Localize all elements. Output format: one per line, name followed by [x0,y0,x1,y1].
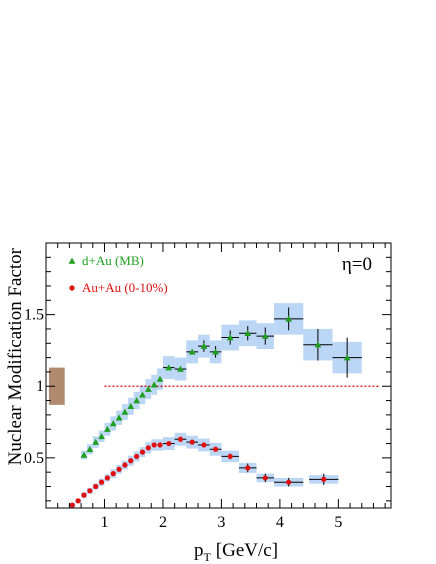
marker-s0-p9 [133,397,141,404]
marker-s0-p3 [98,432,105,440]
marker-s0-p0 [80,451,88,458]
marker-s0-p13 [156,375,164,382]
marker-s0-p18 [212,348,219,355]
x-tick-label-1: 2 [159,514,167,531]
y-tick-label-2: 1.5 [24,307,44,324]
marker-s1-p11 [134,453,140,460]
marker-s0-p19 [226,334,234,341]
x-tick-label-4: 5 [334,514,342,531]
marker-s1-p6 [104,475,110,481]
marker-s1-p10 [128,458,134,464]
marker-s1-p2 [81,492,87,498]
marker-s1-p21 [227,453,233,460]
data-markers [69,315,351,508]
normalization-box-group [48,367,65,405]
marker-s1-p20 [212,446,219,452]
marker-s0-p16 [188,348,196,355]
legend-marker-0 [68,257,76,264]
marker-s1-p0 [69,502,75,508]
marker-s0-p4 [103,425,111,432]
marker-s1-p22 [245,465,251,471]
marker-s1-p16 [166,440,172,447]
marker-s1-p25 [321,476,327,482]
plot-border [45,242,392,509]
marker-s0-p10 [139,391,146,398]
marker-s0-p20 [244,329,252,336]
y-axis-label: Nuclear Modification Factor [5,247,26,465]
marker-s0-p15 [177,365,184,372]
marker-s1-p3 [87,488,93,494]
marker-s0-p8 [127,402,135,410]
marker-s0-p1 [86,445,94,452]
marker-s1-p8 [116,466,122,472]
axis-ticks: 1 2 3 4 5 0.5 1 1.5 [24,243,391,531]
x-axis-label-p: p [194,540,204,561]
marker-s1-p4 [93,483,99,490]
marker-s0-p24 [343,354,351,361]
marker-s0-p6 [115,414,123,421]
marker-s0-p7 [121,408,129,415]
marker-s1-p9 [122,462,128,468]
normalization-box [48,367,65,405]
plot-frame [45,242,392,509]
x-axis-label: pT [GeV/c] [194,540,278,564]
marker-s1-p1 [75,498,81,504]
marker-s0-p23 [314,341,322,348]
legend-label-1: Au+Au (0-10%) [82,280,168,295]
marker-s1-p7 [110,471,116,477]
marker-s0-p11 [144,385,152,392]
marker-s1-p24 [286,479,292,485]
y-tick-label-1: 1 [36,378,44,395]
marker-s0-p2 [92,438,100,445]
marker-s0-p17 [200,342,208,349]
marker-s0-p14 [165,364,173,371]
legend-marker-1 [69,285,75,291]
marker-s1-p23 [262,475,268,481]
legend: d+Au (MB) Au+Au (0-10%) [68,253,168,295]
marker-s1-p19 [201,442,207,448]
marker-s0-p22 [285,315,293,322]
marker-s0-p5 [109,420,117,427]
marker-s0-p21 [261,332,269,339]
marker-s1-p14 [151,442,157,448]
marker-s1-p5 [98,479,105,485]
marker-s1-p12 [139,449,146,455]
x-axis-label-unit: [GeV/c] [216,540,278,561]
y-tick-label-0: 0.5 [24,450,44,467]
marker-s1-p15 [157,442,163,448]
x-tick-label-0: 1 [100,514,108,531]
marker-s0-p12 [150,381,158,388]
eta-annotation: η=0 [342,254,372,275]
marker-s1-p18 [189,439,195,445]
x-axis-label-sub: T [203,550,211,564]
x-tick-label-3: 4 [276,514,284,531]
marker-s1-p17 [177,436,184,442]
legend-label-0: d+Au (MB) [82,253,144,268]
marker-s1-p13 [145,445,151,451]
x-tick-label-2: 3 [217,514,225,531]
